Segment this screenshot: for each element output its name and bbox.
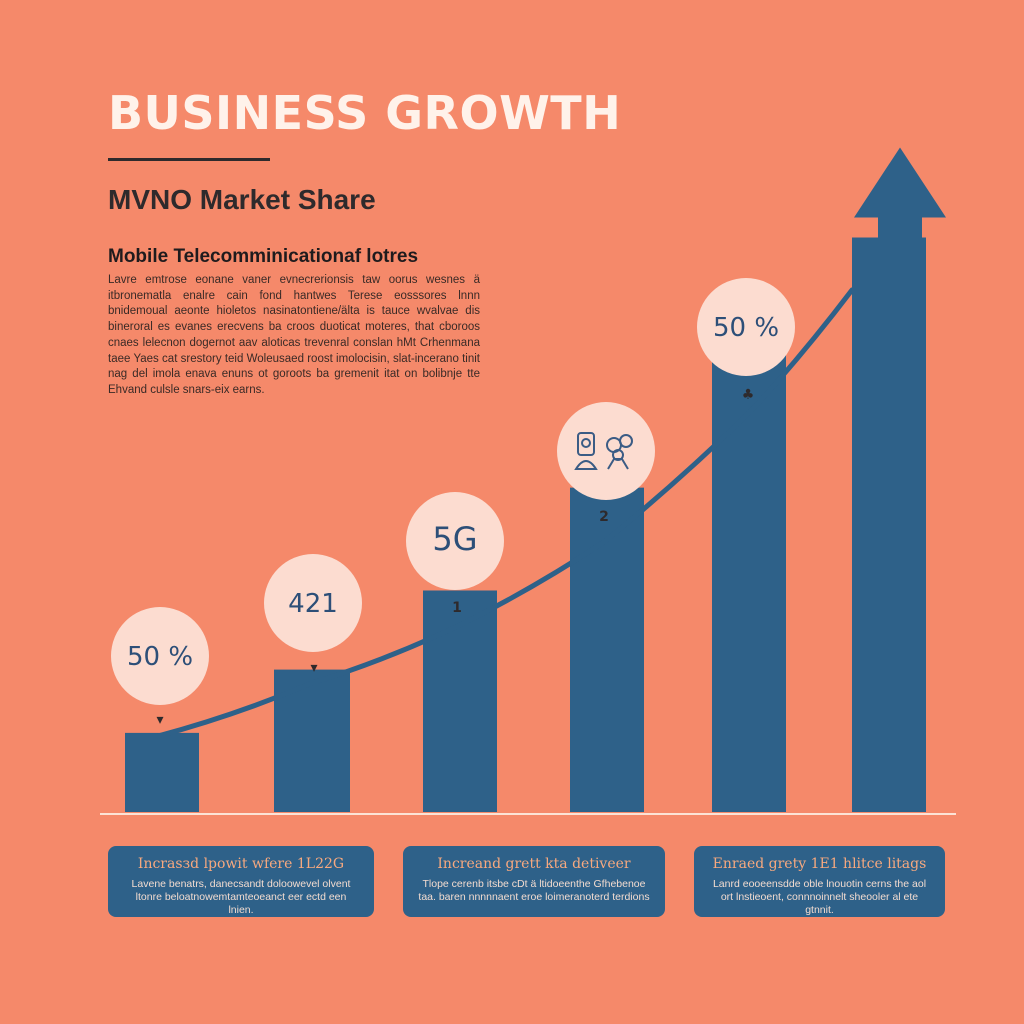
info-card-1: Incrasзd lpowit wfere 1L22G Lavene benat… [108,846,374,917]
bubble-marker-1: ▾ [156,712,163,728]
card-body: Lanrd eooeensdde oble lnouotin cerns the… [712,878,927,916]
bar-1 [125,732,199,812]
body-paragraph: Lavre emtrose eonane vaner evnecrerionsi… [108,274,480,396]
bubble-marker-4: 2 [599,509,609,525]
trend-line [155,287,855,739]
bubble-marker-3: 1 [452,600,462,616]
info-card-3: Enraed grety 1E1 hlitce litags Lanrd eoo… [694,846,945,917]
page-subtitle: MVNO Market Share [108,184,376,215]
info-card-2: Increand grett kta detiveer Tlope cerenb… [403,846,665,917]
bubble-marker-5: ♣ [742,387,755,403]
card-title: Increand grett kta detiveer [437,856,631,872]
bubble-label-1: 50 % [127,642,193,672]
bar-2 [274,669,350,812]
card-body: Tlope cerenb itsbe cDt ä ltidoeenthe Gfh… [418,878,650,903]
bars-layer [125,147,946,812]
bubble-label-3: 5G [432,520,477,558]
bubble-5 [697,278,795,376]
card-body: Lavene benatrs, danecsandt doloowevel ol… [131,878,351,916]
bar-5 [712,345,786,812]
bubble-1 [111,607,209,705]
trend-layer [155,287,855,739]
section-heading: Mobile Telecomminicationaf lotres [108,246,419,267]
bubbles-layer: 50 % ▾ 421 ▾ 5G 1 2 50 % ♣ [111,278,795,728]
bar-4 [570,487,644,812]
bubble-marker-2: ▾ [310,660,317,676]
bubble-2 [264,554,362,652]
card-title: Enraed grety 1E1 hlitce litags [712,856,927,872]
bubble-3 [406,492,504,590]
page-title: BUSINESS GROWTH [108,86,622,140]
bar-6-arrow [852,147,946,812]
bubble-label-5: 50 % [713,313,779,343]
bubble-4 [557,402,655,500]
card-title: Incrasзd lpowit wfere 1L22G [137,856,345,872]
bubble-label-2: 421 [288,589,338,619]
people-devices-icon [574,432,633,470]
title-underline [108,158,270,161]
